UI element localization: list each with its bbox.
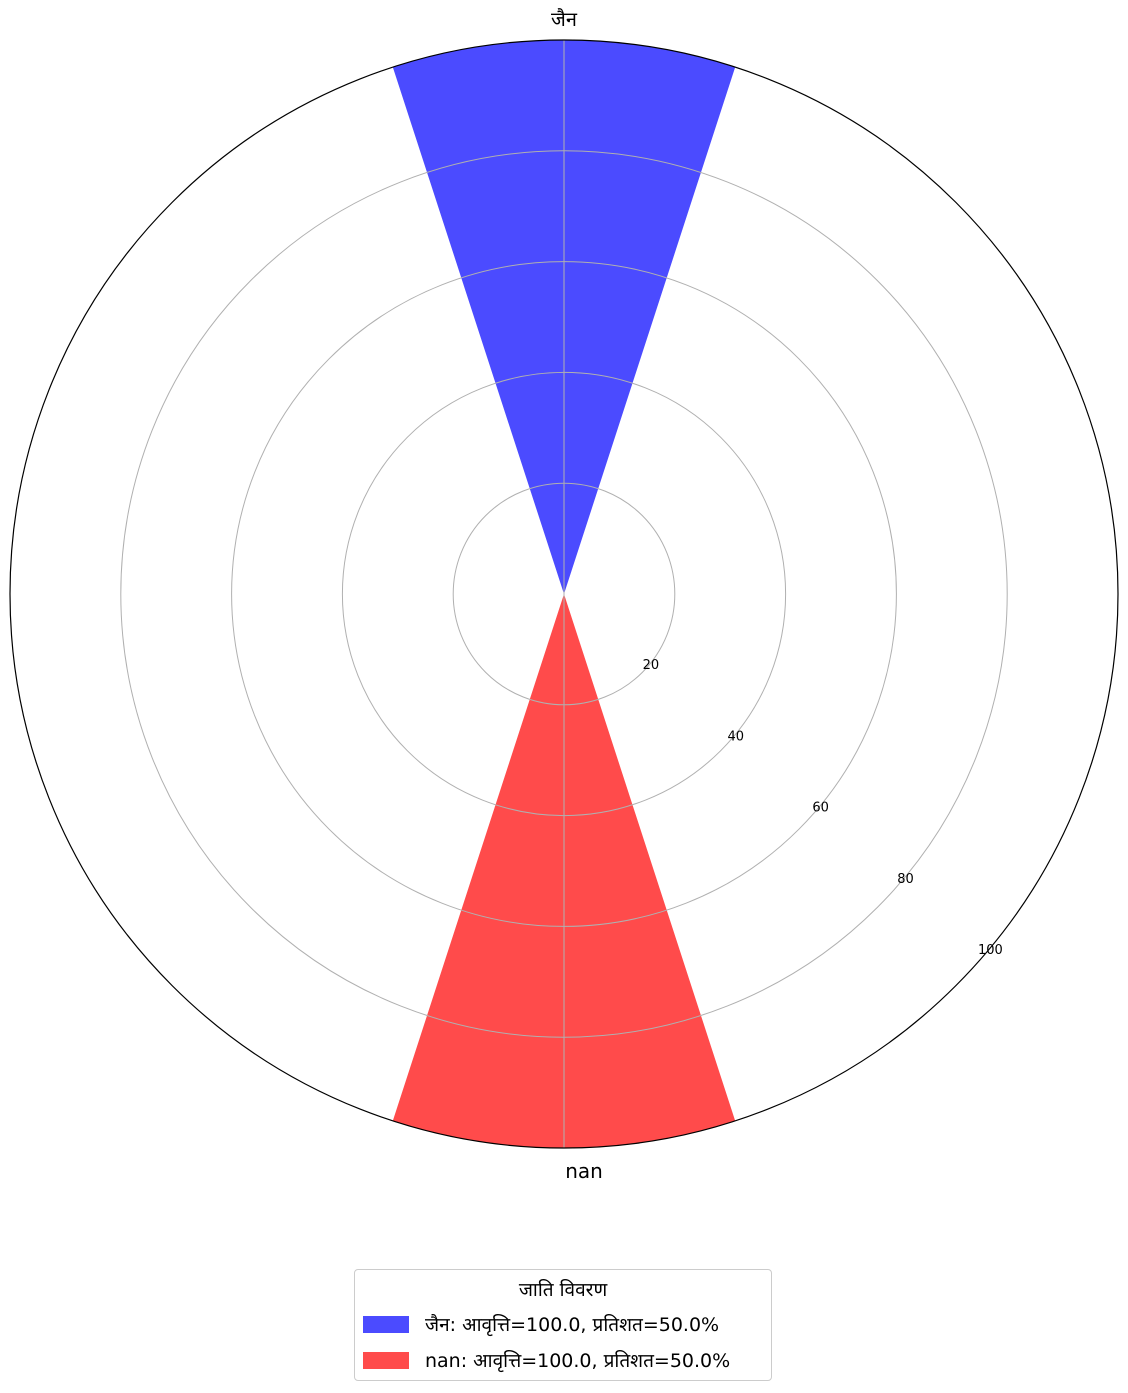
category-label-nan: nan: [565, 1159, 603, 1183]
legend-item-jain: जैन: आवृत्ति=100.0, प्रतिशत=50.0%: [363, 1310, 719, 1338]
legend-item-nan: nan: आवृत्ति=100.0, प्रतिशत=50.0%: [363, 1346, 730, 1374]
axis-layer: [9, 39, 1119, 1149]
legend: जाति विवरण जैन: आवृत्ति=100.0, प्रतिशत=5…: [354, 1269, 772, 1381]
legend-title: जाति विवरण: [518, 1279, 608, 1301]
r-tick-label: 60: [812, 801, 829, 816]
r-tick-label: 100: [978, 943, 1003, 958]
legend-entry-label: जैन: आवृत्ति=100.0, प्रतिशत=50.0%: [425, 1314, 720, 1336]
polar-frame: [9, 39, 1119, 1149]
legend-swatch-red: [363, 1351, 409, 1369]
legend-entry-label: nan: आवृत्ति=100.0, प्रतिशत=50.0%: [425, 1350, 731, 1372]
legend-swatch-blue: [363, 1315, 409, 1333]
r-tick-label: 40: [727, 729, 744, 744]
category-label-jain: जैन: [551, 7, 578, 31]
grid-layer: [120, 40, 1008, 1148]
r-tick-label: 20: [643, 658, 660, 673]
r-tick-label: 80: [897, 872, 914, 887]
